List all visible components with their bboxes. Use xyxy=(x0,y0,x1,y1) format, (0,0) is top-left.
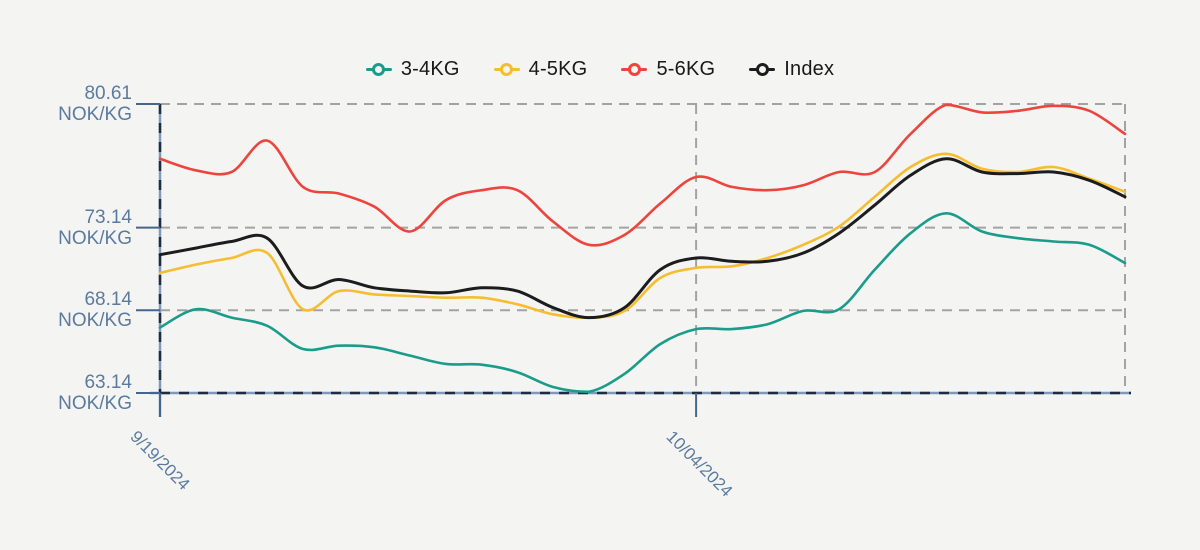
legend-marker-icon xyxy=(365,63,392,76)
y-axis-value: 73.14 xyxy=(84,206,132,228)
y-axis-label-63-14: 63.14 NOK/KG xyxy=(0,372,132,414)
series-line-4-5kg xyxy=(158,152,1127,319)
y-axis-value: 80.61 xyxy=(84,83,132,104)
y-axis-value: 63.14 xyxy=(84,372,132,393)
y-axis-value: 68.14 xyxy=(84,289,132,311)
y-axis-unit: NOK/KG xyxy=(58,393,132,414)
legend-item-4-5kg[interactable]: 4-5KG xyxy=(493,58,588,81)
y-axis-unit: NOK/KG xyxy=(58,227,132,249)
y-axis-label-68-14: 68.14 NOK/KG xyxy=(0,289,132,331)
y-axis-label-73-14: 73.14 NOK/KG xyxy=(0,207,132,249)
y-axis-unit: NOK/KG xyxy=(58,310,132,332)
legend-marker-icon xyxy=(749,63,776,76)
legend-item-5-6kg[interactable]: 5-6KG xyxy=(621,58,715,81)
legend-label: Index xyxy=(784,58,835,80)
legend-label: 5-6KG xyxy=(656,58,716,80)
series-line-5-6kg xyxy=(158,103,1127,247)
y-axis-unit: NOK/KG xyxy=(58,104,132,125)
series-line-3-4kg xyxy=(158,211,1127,394)
legend-marker-icon xyxy=(621,63,648,76)
legend-label: 3-4KG xyxy=(400,58,460,80)
series-line-index xyxy=(158,157,1127,320)
legend-item-index[interactable]: Index xyxy=(749,58,834,81)
legend-item-3-4kg[interactable]: 3-4KG xyxy=(365,58,460,81)
y-axis-label-80-61: 80.61 NOK/KG xyxy=(0,83,132,125)
legend-marker-icon xyxy=(493,63,520,76)
legend-label: 4-5KG xyxy=(528,58,588,80)
chart-legend: 3-4KG 4-5KG 5-6KG Index xyxy=(0,58,1200,81)
